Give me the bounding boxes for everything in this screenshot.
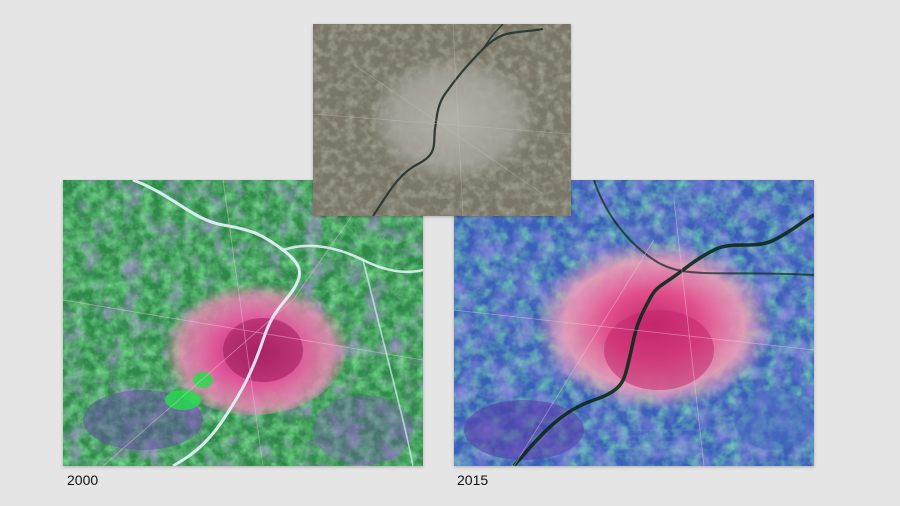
satellite-image-2015 [454, 180, 814, 466]
year-caption-2000: 2000 [67, 472, 99, 488]
satellite-image-true-color [313, 24, 571, 216]
true-color-map [313, 24, 571, 216]
false-color-map-2000 [63, 180, 423, 466]
satellite-image-2000 [63, 180, 423, 466]
year-caption-2015: 2015 [457, 472, 489, 488]
false-color-map-2015 [454, 180, 814, 466]
